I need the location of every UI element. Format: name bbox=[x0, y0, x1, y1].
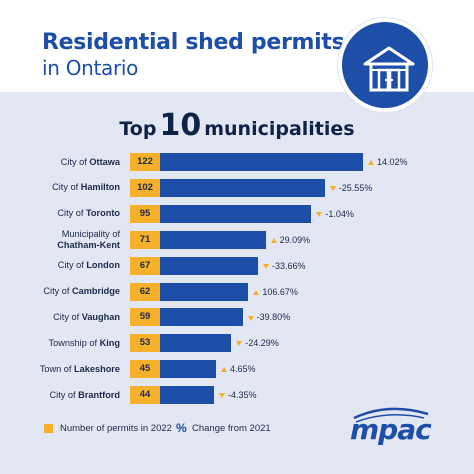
bar-value-label: 67 bbox=[130, 256, 160, 275]
bar-label-prefix: City of bbox=[52, 182, 81, 193]
bar-label: City of Vaughan bbox=[53, 312, 120, 323]
page-title: Residential shed permits bbox=[42, 30, 345, 55]
change-label: -1.04% bbox=[316, 208, 354, 220]
bar-value-label: 53 bbox=[130, 334, 160, 353]
bar-label-prefix: City of bbox=[57, 208, 86, 219]
arrow-up-icon bbox=[368, 160, 374, 166]
bar-value-label: 71 bbox=[130, 230, 160, 249]
bar-label-prefix: City of bbox=[49, 389, 79, 400]
legend-change-label: Change from 2021 bbox=[192, 423, 271, 434]
bar-label-name: Chatham-Kent bbox=[57, 239, 120, 250]
bar-label-prefix: Township of bbox=[48, 337, 100, 348]
bar-label: City of Cambridge bbox=[43, 286, 120, 297]
change-label: 4.65% bbox=[220, 363, 256, 375]
change-value: -25.55% bbox=[338, 182, 373, 193]
bar-label-prefix: Town of bbox=[39, 363, 75, 374]
bar-label-name: London bbox=[86, 260, 120, 271]
arrow-up-icon bbox=[253, 289, 260, 295]
bar-label-name: Hamilton bbox=[80, 182, 120, 193]
change-value: -1.04% bbox=[325, 208, 354, 219]
bar-label: Town of Lakeshore bbox=[40, 364, 120, 375]
arrow-down-icon bbox=[236, 341, 243, 347]
legend-swatch bbox=[44, 424, 53, 433]
bar-label: Township of King bbox=[49, 338, 121, 349]
bar-label-prefix: City of bbox=[57, 260, 87, 271]
shed-badge bbox=[338, 18, 432, 112]
change-value: -4.35% bbox=[228, 390, 257, 401]
bar-label-name: Lakeshore bbox=[74, 363, 120, 374]
change-value: 29.09% bbox=[279, 234, 311, 245]
change-label: -25.55% bbox=[329, 182, 373, 194]
arrow-up-icon bbox=[220, 367, 227, 373]
arrow-down-icon bbox=[329, 186, 336, 192]
bar-value-label: 59 bbox=[130, 308, 160, 327]
chart-title-suffix: municipalities bbox=[204, 118, 355, 140]
change-value: -39.80% bbox=[256, 312, 291, 323]
bar-value-label: 122 bbox=[130, 153, 160, 171]
bar bbox=[130, 256, 258, 275]
bar-label: City of Ottawa bbox=[61, 157, 120, 168]
change-value: -33.66% bbox=[271, 260, 306, 271]
bar-label: City of Brantford bbox=[50, 390, 120, 401]
bar-label-prefix: City of bbox=[60, 156, 90, 167]
chart-title: Top 10 municipalities bbox=[0, 108, 474, 143]
change-label: -24.29% bbox=[236, 337, 279, 349]
bar-label-name: Cambridge bbox=[72, 286, 120, 296]
logo-text: mpac bbox=[350, 413, 432, 446]
bar-label-prefix: Municipality of bbox=[61, 228, 120, 239]
bar-label-prefix: City of bbox=[43, 286, 72, 296]
legend-permits-label: Number of permits in 2022 bbox=[60, 423, 172, 434]
bar-label: City of London bbox=[58, 260, 120, 271]
change-label: -4.35% bbox=[219, 389, 257, 401]
chart-title-prefix: Top bbox=[119, 118, 157, 140]
change-value: -24.29% bbox=[245, 338, 279, 349]
bar-label: City of Toronto bbox=[57, 208, 120, 219]
bar-value-label: 45 bbox=[130, 360, 160, 379]
change-value: 14.02% bbox=[377, 157, 408, 167]
bar bbox=[130, 204, 312, 223]
bar-label-name: Vaughan bbox=[81, 311, 120, 322]
change-value: 106.67% bbox=[262, 286, 298, 297]
arrow-down-icon bbox=[316, 211, 323, 217]
shed-icon bbox=[363, 46, 415, 92]
bar bbox=[130, 230, 266, 249]
change-label: -33.66% bbox=[262, 260, 306, 272]
mpac-logo: mpac bbox=[348, 404, 434, 448]
change-label: 29.09% bbox=[270, 234, 311, 246]
bar-value-label: 62 bbox=[130, 282, 160, 301]
bar bbox=[130, 153, 363, 171]
bar-label-prefix: City of bbox=[53, 311, 82, 322]
bar-label: City of Hamilton bbox=[52, 182, 120, 193]
bar bbox=[130, 178, 325, 197]
bar-label-name: Brantford bbox=[78, 389, 120, 400]
change-label: 14.02% bbox=[368, 156, 408, 168]
bar-label-name: King bbox=[99, 337, 120, 348]
bar-value-label: 44 bbox=[130, 386, 160, 405]
bar-label-name: Toronto bbox=[85, 208, 120, 219]
arrow-up-icon bbox=[270, 237, 277, 243]
change-label: -39.80% bbox=[247, 311, 291, 323]
change-label: 106.67% bbox=[253, 286, 298, 298]
arrow-down-icon bbox=[219, 393, 226, 399]
page-subtitle: in Ontario bbox=[42, 56, 139, 80]
bar-label: Municipality of Chatham-Kent bbox=[57, 229, 120, 251]
legend-percent-symbol: % bbox=[176, 421, 187, 435]
bar-value-label: 102 bbox=[130, 178, 160, 197]
bar-label-name: Ottawa bbox=[89, 156, 120, 167]
arrow-down-icon bbox=[262, 263, 269, 269]
bar-value-label: 95 bbox=[130, 204, 160, 223]
arrow-down-icon bbox=[247, 315, 254, 321]
chart-title-number: 10 bbox=[159, 108, 202, 143]
change-value: 4.65% bbox=[229, 364, 256, 375]
